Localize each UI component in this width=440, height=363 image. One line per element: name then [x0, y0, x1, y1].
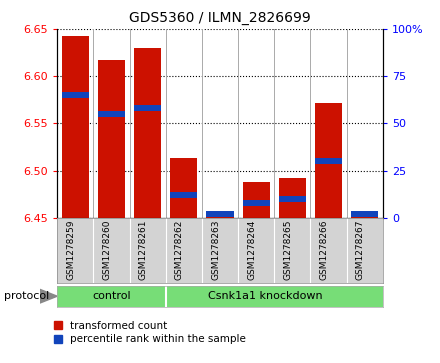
Bar — [170, 192, 198, 198]
Text: GSM1278266: GSM1278266 — [319, 220, 329, 280]
Text: GSM1278262: GSM1278262 — [175, 220, 184, 280]
Text: GSM1278259: GSM1278259 — [66, 220, 75, 280]
Text: Csnk1a1 knockdown: Csnk1a1 knockdown — [208, 291, 323, 301]
Bar — [170, 158, 198, 218]
Bar — [351, 211, 378, 217]
Bar — [279, 178, 306, 218]
Text: GSM1278267: GSM1278267 — [356, 220, 365, 280]
Bar — [315, 103, 342, 218]
Text: control: control — [92, 291, 131, 301]
Bar — [315, 158, 342, 164]
Bar — [351, 211, 378, 218]
Bar — [242, 182, 270, 218]
Text: GSM1278260: GSM1278260 — [103, 220, 111, 280]
Text: GSM1278265: GSM1278265 — [283, 220, 292, 280]
Bar — [279, 196, 306, 202]
Bar — [98, 111, 125, 117]
Bar — [206, 211, 234, 217]
Bar — [206, 211, 234, 218]
Polygon shape — [40, 289, 57, 303]
Text: GSM1278264: GSM1278264 — [247, 220, 256, 280]
Bar — [98, 60, 125, 218]
Text: protocol: protocol — [4, 291, 50, 301]
Text: GSM1278261: GSM1278261 — [139, 220, 148, 280]
Legend: transformed count, percentile rank within the sample: transformed count, percentile rank withi… — [54, 321, 246, 344]
Text: GSM1278263: GSM1278263 — [211, 220, 220, 280]
Bar — [242, 200, 270, 205]
Bar — [134, 106, 161, 111]
Bar — [62, 92, 89, 98]
Bar — [62, 36, 89, 218]
Bar — [134, 48, 161, 218]
Title: GDS5360 / ILMN_2826699: GDS5360 / ILMN_2826699 — [129, 11, 311, 25]
